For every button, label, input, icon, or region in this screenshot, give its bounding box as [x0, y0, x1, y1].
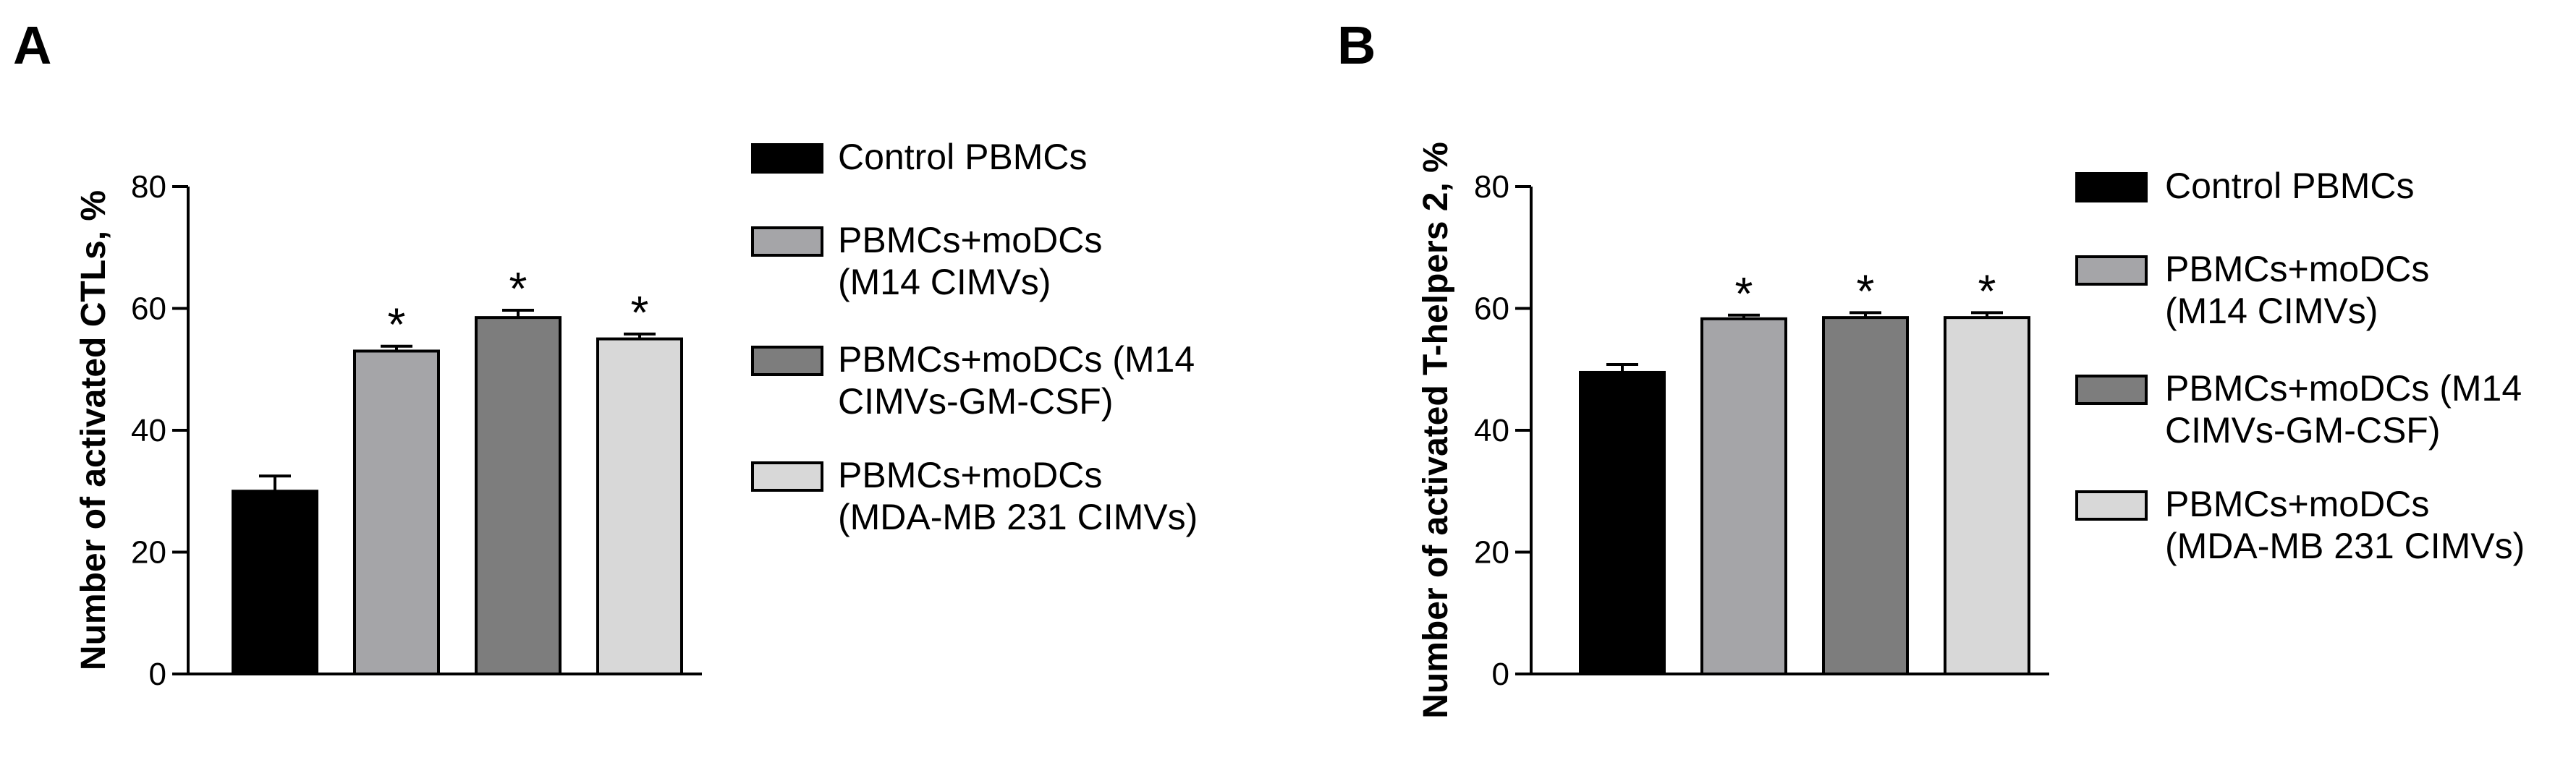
significance-mark: * — [509, 263, 528, 315]
bar-pbmcs-modcs-m14-cimvs-gm-csf — [1822, 316, 1909, 675]
y-tick-label: 20 — [1474, 535, 1509, 571]
y-tick-label: 40 — [1474, 413, 1509, 448]
bar-pbmcs-modcs-m14-cimvs — [353, 349, 440, 675]
bar-pbmcs-modcs-mda-mb-231-cimvs — [1944, 316, 2030, 675]
legend-swatch — [2075, 490, 2148, 521]
bar-pbmcs-modcs-mda-mb-231-cimvs — [596, 337, 683, 675]
y-tick-label: 80 — [131, 169, 166, 205]
significance-mark: * — [1735, 268, 1753, 320]
legend-swatch — [2075, 375, 2148, 405]
y-tick-label: 60 — [131, 291, 166, 327]
y-axis-label: Number of activated T-helpers 2, % — [1417, 142, 1455, 719]
bar-pbmcs-modcs-m14-cimvs-gm-csf — [475, 316, 562, 675]
significance-mark: * — [1857, 265, 1875, 317]
y-tick-label: 80 — [1474, 169, 1509, 205]
significance-mark: * — [1978, 265, 1996, 317]
bar-pbmcs-modcs-m14-cimvs — [1700, 317, 1787, 675]
y-tick-label: 0 — [149, 657, 166, 692]
panel-label: A — [13, 15, 51, 75]
significance-mark: * — [631, 286, 649, 338]
y-tick-label: 0 — [1492, 657, 1509, 692]
legend-swatch — [751, 461, 823, 492]
legend-swatch — [751, 143, 823, 174]
bar-control-pbmcs — [1579, 370, 1666, 676]
legend-label: PBMCs+moDCs (M14 CIMVs) — [2165, 249, 2429, 331]
legend-label: Control PBMCs — [838, 137, 1088, 177]
y-tick-label: 40 — [131, 413, 166, 448]
legend-swatch — [2075, 172, 2148, 202]
legend-label: Control PBMCs — [2165, 166, 2415, 206]
y-axis-label: Number of activated CTLs, % — [75, 190, 113, 670]
legend-swatch — [2075, 255, 2148, 286]
y-tick-label: 20 — [131, 535, 166, 571]
legend-label: PBMCs+moDCs (MDA-MB 231 CIMVs) — [838, 455, 1198, 537]
y-tick-label: 60 — [1474, 291, 1509, 327]
legend-label: PBMCs+moDCs (M14 CIMVs-GM-CSF) — [838, 339, 1195, 422]
legend-label: PBMCs+moDCs (M14 CIMVs) — [838, 220, 1102, 302]
legend-swatch — [751, 346, 823, 376]
legend-label: PBMCs+moDCs (M14 CIMVs-GM-CSF) — [2165, 368, 2522, 451]
panel-label: B — [1337, 15, 1376, 75]
panel-b: B 0 20 40 60 80 Number of activated T-helpers … — [1337, 15, 2525, 719]
legend-label: PBMCs+moDCs (MDA-MB 231 CIMVs) — [2165, 484, 2525, 566]
legend-swatch — [751, 226, 823, 257]
significance-mark: * — [388, 299, 406, 351]
panel-a: A 0 20 40 60 80 Number of activated CTLs, % * * *… — [13, 15, 1198, 692]
bar-control-pbmcs — [232, 490, 318, 675]
